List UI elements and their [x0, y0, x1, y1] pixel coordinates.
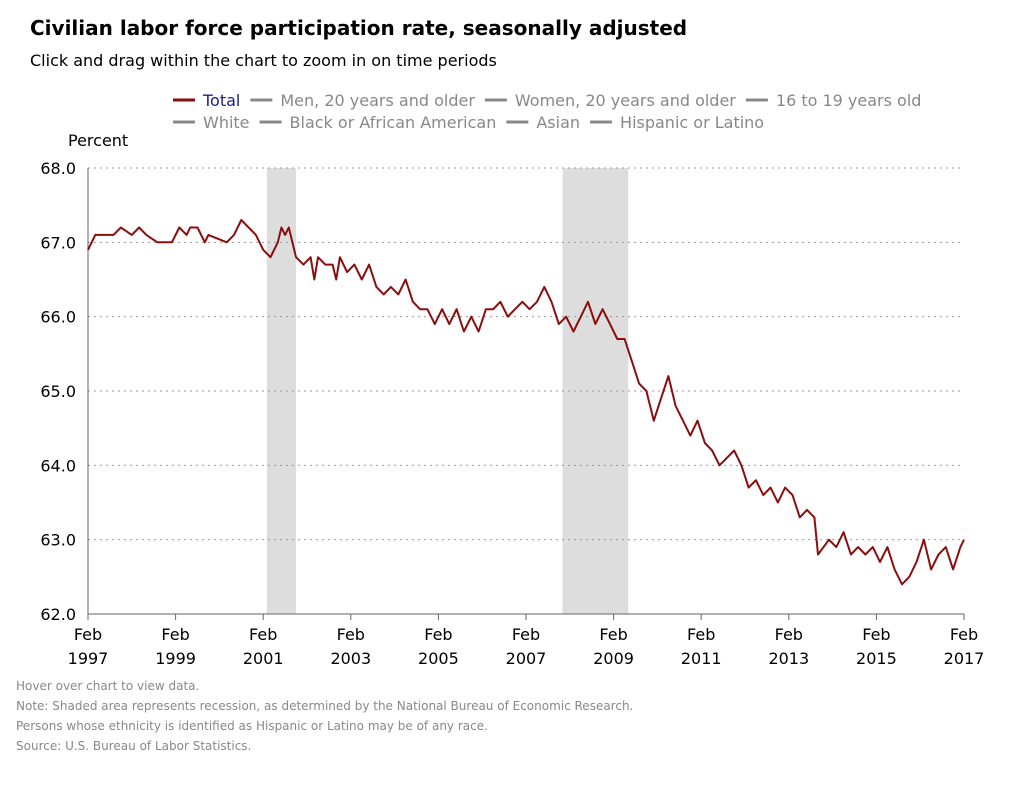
x-tick-label: Feb 2001 [243, 625, 284, 668]
note-hover: Hover over chart to view data. [16, 679, 200, 693]
x-tick-label: Feb 1999 [155, 625, 196, 668]
chart-subtitle: Click and drag within the chart to zoom … [30, 51, 497, 70]
legend-label: Men, 20 years and older [280, 91, 475, 110]
x-axis-ticks: Feb 1997 Feb 1999 Feb 2001 Feb 2003 Feb 2005 Feb 20… [68, 614, 985, 668]
x-tick-label: Feb 2003 [330, 625, 371, 668]
chart-notes: Hover over chart to view data. Note: Sha… [16, 676, 633, 756]
legend-item[interactable]: Hispanic or Latino [590, 113, 764, 132]
x-tick-label: Feb 2005 [418, 625, 459, 668]
x-tick-label: Feb 2007 [506, 625, 547, 668]
x-tick-month: Feb [950, 625, 978, 644]
x-tick-year: 2007 [506, 649, 547, 668]
legend-label: Women, 20 years and older [515, 91, 736, 110]
x-tick-month: Feb [687, 625, 715, 644]
series-line-total[interactable] [87, 219, 965, 586]
y-tick-label: 67.0 [40, 233, 76, 252]
y-tick-label: 68.0 [40, 159, 76, 178]
legend: Total Men, 20 years and older Women, 20 ye… [173, 91, 921, 132]
y-tick-label: 62.0 [40, 605, 76, 624]
x-tick-month: Feb [775, 625, 803, 644]
x-tick-month: Feb [512, 625, 540, 644]
legend-label: Hispanic or Latino [620, 113, 764, 132]
legend-item[interactable]: Black or African American [259, 113, 497, 132]
y-tick-label: 66.0 [40, 308, 76, 327]
legend-label: Asian [536, 113, 580, 132]
line-chart[interactable]: Total Men, 20 years and older Women, 20 ye… [0, 80, 1024, 670]
legend-label: White [203, 113, 250, 132]
y-tick-label: 64.0 [40, 456, 76, 475]
y-tick-label: 65.0 [40, 382, 76, 401]
legend-item[interactable]: Total [173, 91, 240, 110]
x-tick-label: Feb 1997 [68, 625, 109, 668]
x-tick-month: Feb [337, 625, 365, 644]
x-tick-label: Feb 2017 [944, 625, 985, 668]
x-tick-year: 1999 [155, 649, 196, 668]
legend-item[interactable]: 16 to 19 years old [745, 91, 922, 110]
recession-bands [266, 168, 629, 614]
x-tick-year: 2003 [330, 649, 371, 668]
x-tick-month: Feb [424, 625, 452, 644]
x-tick-year: 2013 [768, 649, 809, 668]
x-tick-label: Feb 2015 [856, 625, 897, 668]
y-axis-ticks: 62.0 63.0 64.0 65.0 66.0 67.0 68.0 [40, 159, 76, 624]
recession-band [562, 168, 629, 614]
note-recession: Note: Shaded area represents recession, … [16, 699, 634, 713]
legend-item[interactable]: Women, 20 years and older [484, 91, 736, 110]
x-tick-month: Feb [599, 625, 627, 644]
x-tick-year: 2017 [944, 649, 985, 668]
x-tick-month: Feb [161, 625, 189, 644]
x-tick-label: Feb 2011 [681, 625, 722, 668]
legend-item[interactable]: White [173, 113, 250, 132]
legend-label: Black or African American [290, 113, 497, 132]
legend-item[interactable]: Asian [506, 113, 580, 132]
x-tick-year: 2009 [593, 649, 634, 668]
gridlines [88, 167, 964, 541]
x-tick-year: 1997 [68, 649, 109, 668]
legend-label: Total [202, 91, 240, 110]
legend-label: 16 to 19 years old [776, 91, 922, 110]
x-tick-month: Feb [862, 625, 890, 644]
x-tick-year: 2011 [681, 649, 722, 668]
x-tick-year: 2005 [418, 649, 459, 668]
note-source: Source: U.S. Bureau of Labor Statistics. [16, 739, 252, 753]
x-tick-year: 2015 [856, 649, 897, 668]
x-tick-month: Feb [249, 625, 277, 644]
series-lines[interactable] [87, 219, 965, 586]
x-tick-label: Feb 2009 [593, 625, 634, 668]
y-axis-label: Percent [68, 131, 128, 150]
x-tick-year: 2001 [243, 649, 284, 668]
x-tick-label: Feb 2013 [768, 625, 809, 668]
chart-title: Civilian labor force participation rate,… [30, 16, 688, 40]
x-tick-month: Feb [74, 625, 102, 644]
note-hispanic: Persons whose ethnicity is identified as… [16, 719, 488, 733]
legend-item[interactable]: Men, 20 years and older [250, 91, 475, 110]
y-tick-label: 63.0 [40, 531, 76, 550]
